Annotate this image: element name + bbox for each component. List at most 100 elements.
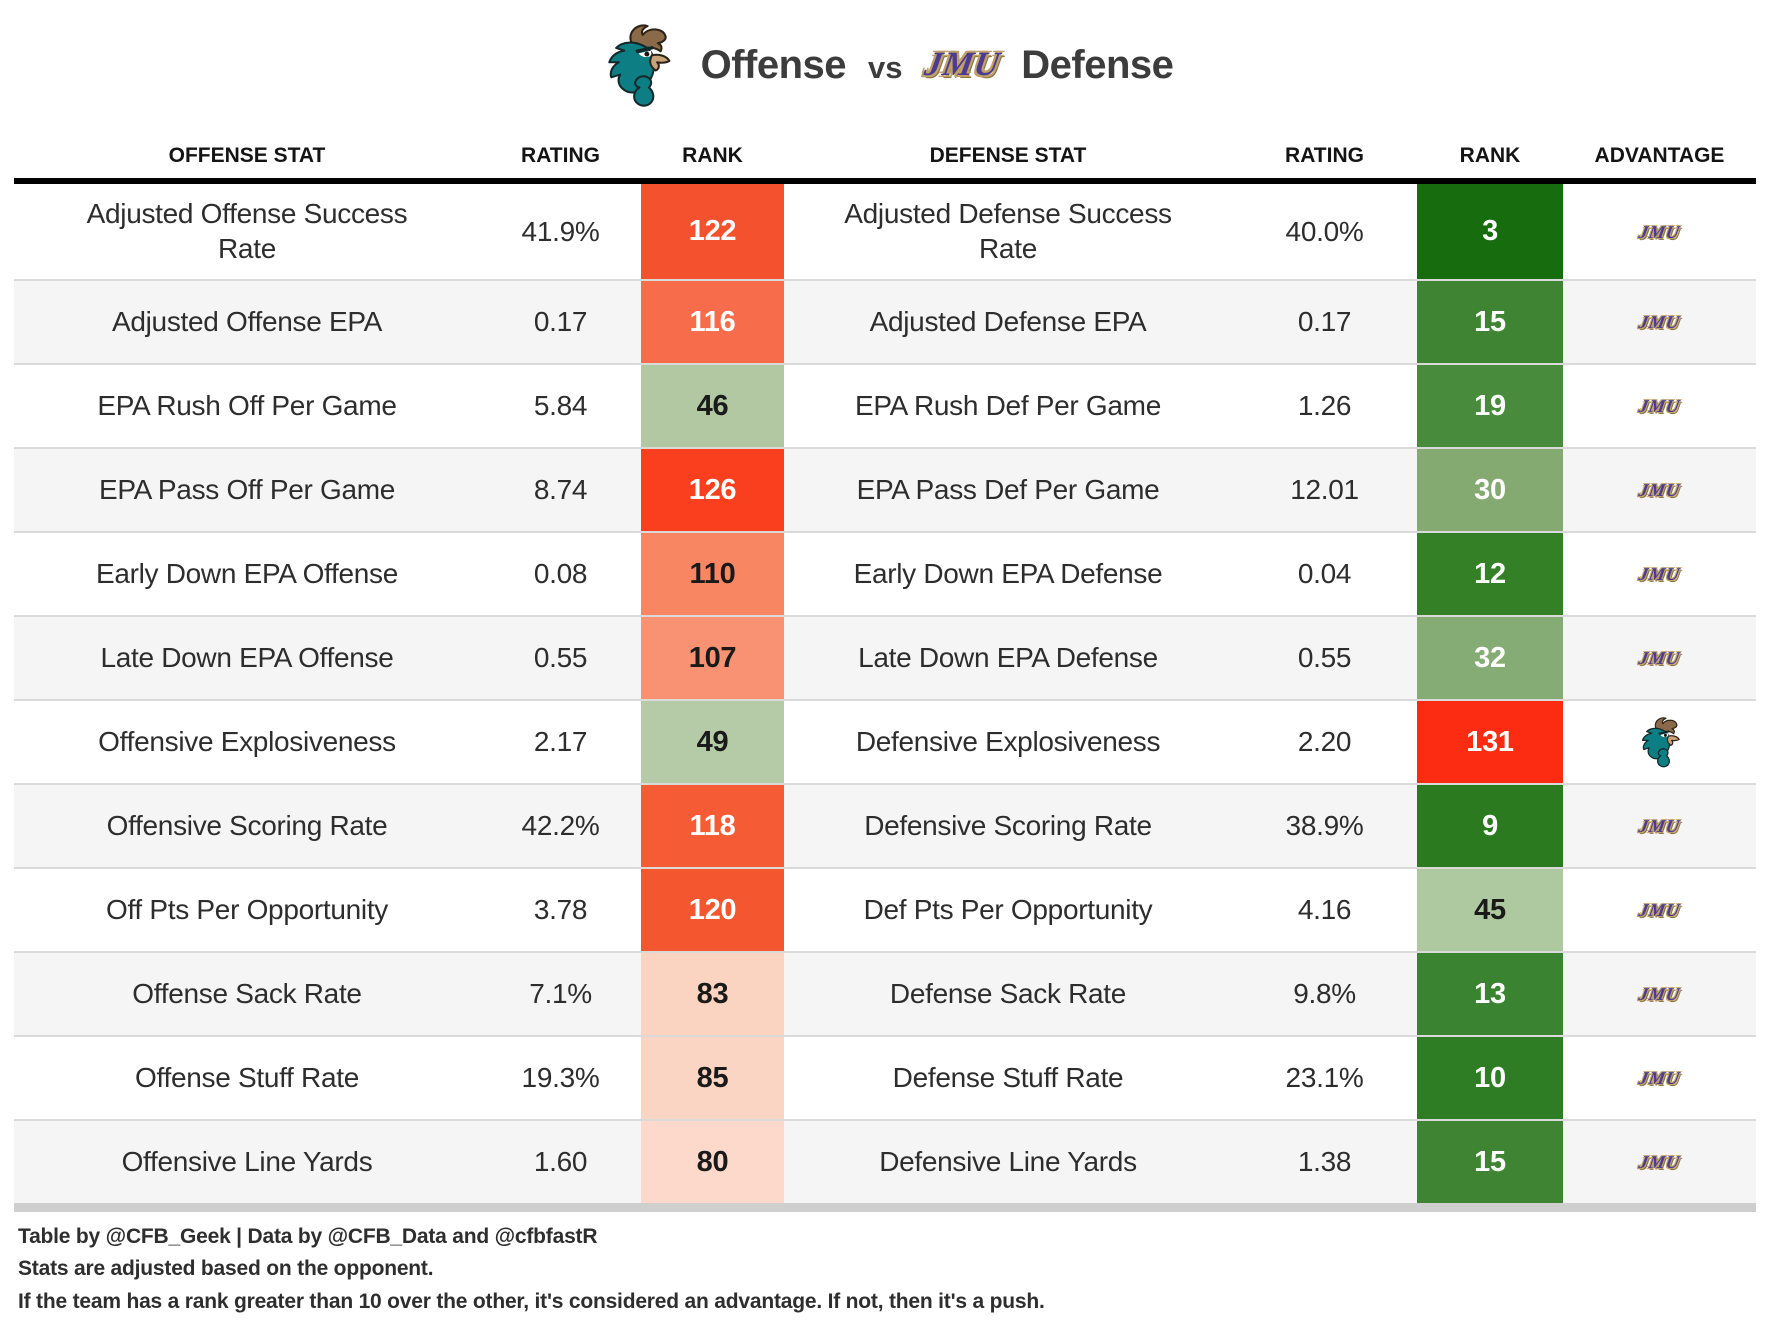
defense-rating-value: 0.17 [1297,306,1352,337]
defense-rating-value: 0.55 [1297,642,1352,673]
defense-stat-label: Adjusted Defense EPA [869,305,1147,337]
offense-rating-value: 1.60 [533,1146,588,1177]
defense-rating-value: 23.1% [1285,1062,1364,1093]
footnote-adjusted: Stats are adjusted based on the opponent… [18,1257,434,1281]
jmu-advantage-logo-icon: JMU [1637,312,1682,332]
jmu-advantage-logo-icon: JMU [1637,396,1682,416]
footnote-credits: Table by @CFB_Geek | Data by @CFB_Data a… [18,1225,598,1248]
header-defense-rank: RANK [1459,144,1521,167]
defense-rating-value: 1.26 [1297,390,1352,421]
table-row: Offensive Line Yards 1.60 80 Defensive L… [14,1119,1756,1203]
header-defense-stat: DEFENSE STAT [929,144,1087,167]
advantage-cell: JMU [1563,533,1756,615]
defense-rank-value: 12 [1474,557,1506,590]
defense-stat-label: Defense Sack Rate [889,977,1127,1009]
defense-stat-label: EPA Pass Def Per Game [856,473,1160,505]
footnotes: Table by @CFB_Geek | Data by @CFB_Data a… [18,1224,1770,1315]
offense-rank-value: 116 [689,305,736,338]
offense-rank-cell: 122 [641,184,784,279]
advantage-cell: JMU [1563,184,1756,279]
offense-stat-label: Offensive Explosiveness [98,725,396,757]
table-row: Off Pts Per Opportunity 3.78 120 Def Pts… [14,867,1756,951]
table-row: EPA Rush Off Per Game 5.84 46 EPA Rush D… [14,363,1756,447]
header-offense-rating: RATING [521,144,600,167]
offense-stat-label: Offense Stuff Rate [135,1061,359,1093]
table-row: Early Down EPA Offense 0.08 110 Early Do… [14,531,1756,615]
defense-stat-label: Def Pts Per Opportunity [863,893,1153,925]
defense-stat-label: Defensive Explosiveness [855,725,1161,757]
table-row: Late Down EPA Offense 0.55 107 Late Down… [14,615,1756,699]
offense-rank-cell: 83 [641,953,784,1035]
defense-rating-value: 40.0% [1285,215,1364,247]
defense-rank-cell: 15 [1417,1121,1563,1203]
offense-stat-label: Adjusted Offense Success Rate [86,198,408,264]
defense-stat-label: EPA Rush Def Per Game [855,389,1161,421]
offense-rank-value: 46 [696,389,729,422]
defense-rank-value: 19 [1474,389,1506,422]
table-header-row: OFFENSE STAT RATING RANK DEFENSE STAT RA… [14,116,1756,178]
advantage-cell [1563,701,1756,783]
defense-rating-value: 4.16 [1297,894,1352,925]
stats-table: OFFENSE STAT RATING RANK DEFENSE STAT RA… [14,116,1756,1212]
defense-stat-label: Late Down EPA Defense [858,641,1158,673]
offense-stat-label: Offense Sack Rate [132,977,362,1009]
defense-rank-value: 3 [1482,215,1498,247]
jmu-advantage-logo-icon: JMU [1637,900,1682,920]
advantage-cell: JMU [1563,1037,1756,1119]
offense-rank-value: 118 [689,809,736,842]
offense-rating-value: 0.17 [533,306,588,337]
defense-rank-cell: 3 [1417,184,1563,279]
table-row: Offensive Scoring Rate 42.2% 118 Defensi… [14,783,1756,867]
jmu-advantage-logo-icon: JMU [1637,221,1682,242]
advantage-cell: JMU [1563,449,1756,531]
jmu-advantage-logo-icon: JMU [1637,648,1682,668]
defense-rank-cell: 131 [1417,701,1563,783]
offense-rank-cell: 107 [641,617,784,699]
coastal-advantage-logo-icon [1635,714,1685,770]
header-rule [14,178,1756,184]
offense-rating-value: 7.1% [529,978,592,1009]
table-row: Adjusted Offense Success Rate 41.9% 122 … [14,184,1756,279]
offense-rank-cell: 120 [641,869,784,951]
defense-rating-value: 0.04 [1297,558,1352,589]
offense-stat-label: EPA Rush Off Per Game [97,389,397,421]
offense-rating-value: 8.74 [533,474,588,505]
defense-rank-cell: 19 [1417,365,1563,447]
table-bottom-bar [14,1203,1756,1212]
title-offense-label: Offense [700,42,847,87]
offense-rank-cell: 126 [641,449,784,531]
offense-rank-value: 80 [696,1145,729,1178]
defense-rank-value: 15 [1474,305,1506,338]
offense-rating-value: 2.17 [533,726,588,757]
defense-stat-label: Defense Stuff Rate [892,1061,1124,1093]
offense-rank-value: 122 [688,215,737,247]
offense-rank-cell: 49 [641,701,784,783]
offense-rank-cell: 118 [641,785,784,867]
offense-rank-cell: 116 [641,281,784,363]
header-offense-rank: RANK [682,144,743,167]
offense-rating-value: 0.08 [533,558,588,589]
jmu-logo-icon: JMU [921,46,1003,83]
defense-rank-cell: 10 [1417,1037,1563,1119]
offense-rank-value: 85 [696,1061,729,1094]
offense-rank-cell: 110 [641,533,784,615]
advantage-cell: JMU [1563,869,1756,951]
defense-rank-value: 9 [1482,809,1498,842]
defense-rating-value: 9.8% [1293,978,1356,1009]
defense-rank-value: 13 [1474,977,1506,1010]
table-body: Adjusted Offense Success Rate 41.9% 122 … [14,184,1756,1203]
defense-rating-value: 2.20 [1297,726,1352,757]
offense-rating-value: 0.55 [533,642,588,673]
defense-rank-cell: 45 [1417,869,1563,951]
advantage-cell: JMU [1563,785,1756,867]
offense-rating-value: 42.2% [521,810,600,841]
header-defense-rating: RATING [1285,144,1364,167]
defense-stat-label: Defensive Scoring Rate [864,809,1152,841]
defense-rating-value: 1.38 [1297,1146,1352,1177]
jmu-advantage-logo-icon: JMU [1637,1152,1682,1172]
offense-rank-cell: 46 [641,365,784,447]
defense-rank-value: 131 [1466,725,1514,758]
offense-stat-label: Offensive Scoring Rate [106,809,388,841]
offense-stat-label: Adjusted Offense EPA [111,305,383,337]
title-defense-label: Defense [1021,42,1174,87]
